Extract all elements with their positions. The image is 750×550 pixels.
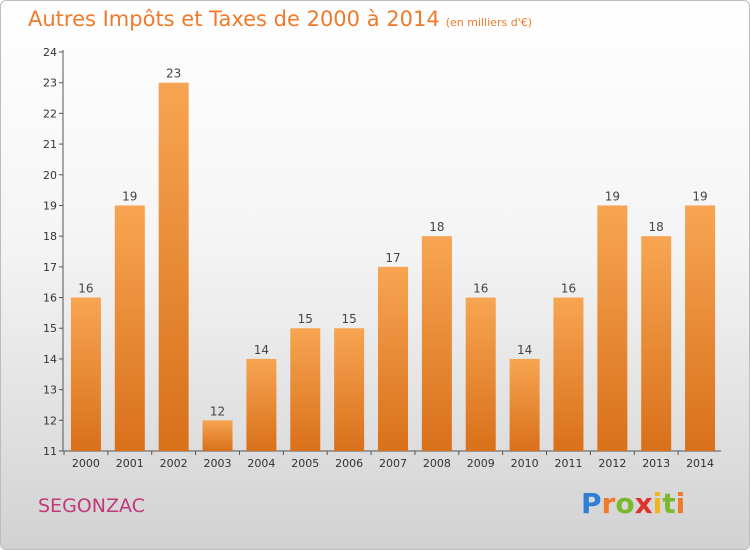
chart-subtitle: (en milliers d'€): [445, 16, 532, 29]
x-tick-label: 2012: [598, 457, 626, 470]
x-tick-label: 2011: [554, 457, 582, 470]
data-label-2013: 18: [649, 220, 664, 234]
data-label-2000: 16: [78, 282, 93, 296]
y-tick-label: 15: [43, 322, 57, 335]
data-label-2001: 19: [122, 189, 137, 203]
bar-2000: [70, 297, 101, 451]
y-tick-label: 16: [43, 292, 57, 305]
bar-2005: [290, 328, 321, 451]
data-label-2003: 12: [210, 404, 225, 418]
bar-2011: [553, 297, 584, 451]
bars: 16 19 23 12 14 15 15 17 18 16 14 16 19 18 19: [70, 67, 716, 451]
proxiti-logo: Proxiti: [581, 487, 686, 520]
bar-2008: [421, 236, 452, 451]
bar-2004: [246, 358, 277, 451]
x-tick-label: 2014: [686, 457, 714, 470]
data-label-2012: 19: [605, 189, 620, 203]
data-label-2011: 16: [561, 282, 576, 296]
x-tick-label: 2004: [247, 457, 275, 470]
bar-2001: [114, 205, 145, 451]
data-label-2005: 15: [298, 312, 313, 326]
y-tick-label: 11: [43, 445, 57, 458]
y-tick-label: 18: [43, 230, 57, 243]
y-tick-label: 13: [43, 384, 57, 397]
bar-2006: [334, 328, 365, 451]
x-tick-label: 2003: [204, 457, 232, 470]
x-tick-label: 2008: [423, 457, 451, 470]
y-tick-label: 14: [43, 353, 57, 366]
y-tick-label: 24: [43, 46, 57, 59]
chart-title: Autres Impôts et Taxes de 2000 à 2014 (en…: [28, 7, 532, 31]
axes: 11 12 13 14 15 16 17 18 19 20 21 22 23 24 2000 2001 2002…: [43, 46, 721, 470]
x-tick-label: 2005: [291, 457, 319, 470]
bar-2003: [202, 420, 233, 451]
bar-2014: [685, 205, 716, 451]
data-label-2014: 19: [692, 189, 707, 203]
bar-2009: [465, 297, 496, 451]
bar-2013: [641, 236, 672, 451]
x-tick-label: 2002: [160, 457, 188, 470]
city-name: SEGONZAC: [38, 495, 145, 517]
x-tick-label: 2010: [511, 457, 539, 470]
bar-2007: [378, 266, 408, 451]
y-tick-label: 12: [43, 414, 57, 427]
data-label-2007: 17: [385, 251, 400, 265]
data-label-2010: 14: [517, 343, 532, 357]
x-tick-label: 2013: [642, 457, 670, 470]
x-tick-label: 2001: [116, 457, 144, 470]
y-tick-label: 22: [43, 107, 57, 120]
y-tick-label: 19: [43, 199, 57, 212]
y-tick-label: 20: [43, 169, 57, 182]
data-label-2009: 16: [473, 282, 488, 296]
y-tick-label: 21: [43, 138, 57, 151]
x-tick-label: 2006: [335, 457, 363, 470]
data-label-2002: 23: [166, 67, 181, 81]
data-label-2004: 14: [254, 343, 269, 357]
y-tick-label: 23: [43, 77, 57, 90]
data-label-2008: 18: [429, 220, 444, 234]
bar-2002: [158, 82, 189, 451]
bar-2012: [597, 205, 628, 451]
x-tick-label: 2009: [467, 457, 495, 470]
x-tick-label: 2000: [72, 457, 100, 470]
bar-2010: [509, 358, 540, 451]
y-tick-label: 17: [43, 261, 57, 274]
data-label-2006: 15: [341, 312, 356, 326]
x-tick-label: 2007: [379, 457, 407, 470]
